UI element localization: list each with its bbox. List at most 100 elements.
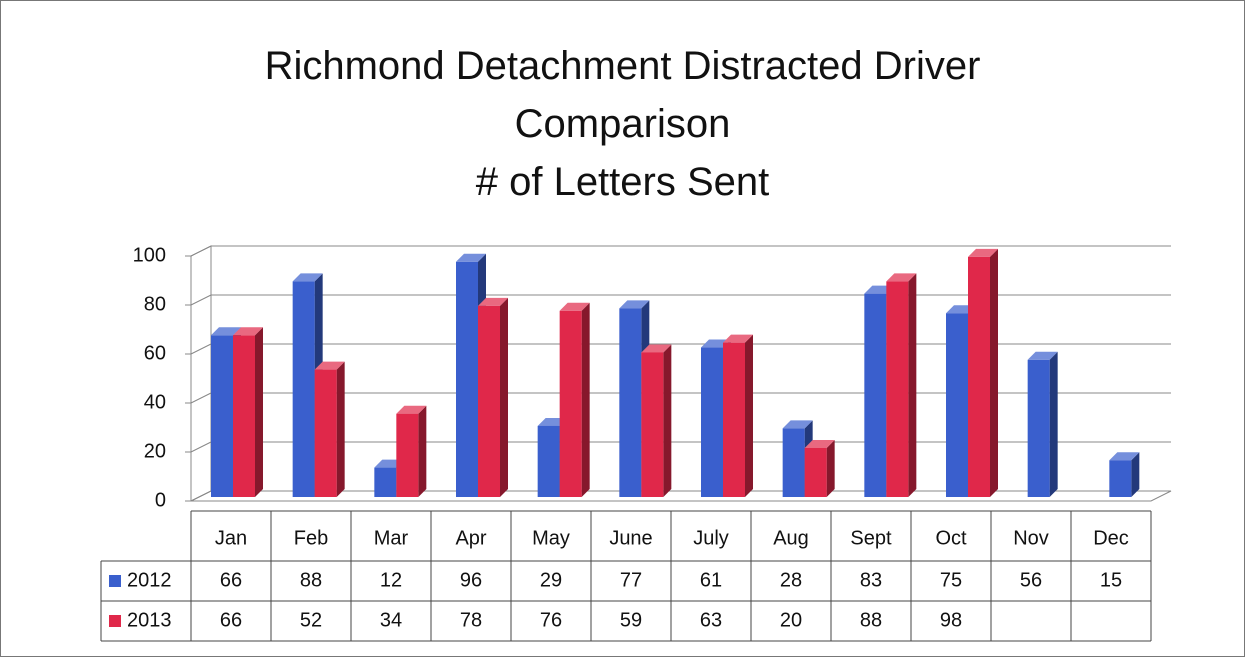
x-tick-label: Nov [1013,527,1049,549]
bar-top [1027,351,1058,360]
bar-side [255,327,263,497]
legend-label: 2012 [127,569,172,591]
bar [864,293,887,497]
grid-line-side [190,343,212,355]
bar [619,308,642,497]
bar-side [990,248,998,497]
bar [559,310,582,497]
back-wall-edge [190,245,212,501]
x-tick-label: Jan [215,527,247,549]
bar-side [500,297,508,497]
x-tick-label: June [609,527,652,549]
bar-top [396,405,427,414]
data-table-value: 77 [620,569,642,591]
grid-line-side [190,441,212,453]
bar-top [559,302,590,311]
bar [233,335,255,497]
bar-top [456,253,486,262]
bar-side [581,302,590,497]
bar [701,347,723,497]
bar [804,448,827,497]
bar [396,413,419,497]
y-tick-label: 20 [144,440,166,462]
chart-title-block: Richmond Detachment Distracted Driver Co… [1,37,1244,211]
bar [782,428,805,497]
x-tick-label: May [532,527,570,549]
bar [292,281,315,497]
x-tick-label: Mar [374,527,409,549]
bar-side [336,361,345,497]
bar-top [619,300,650,309]
data-table-value: 63 [700,609,722,631]
data-table-value: 61 [700,569,722,591]
data-table-value: 59 [620,609,642,631]
data-table-value: 78 [460,609,482,631]
bar [1027,359,1050,497]
bar [886,281,909,497]
data-table-value: 75 [940,569,962,591]
bar-side [663,344,672,497]
x-tick-label: Dec [1093,527,1129,549]
bar-top [1109,452,1140,461]
bar-top [641,344,672,353]
bar-top [292,273,323,282]
y-tick-label: 0 [155,489,166,511]
bar-top [804,440,835,448]
data-table-value: 28 [780,569,802,591]
grid-line-side [190,294,212,306]
x-tick-label: July [693,527,729,549]
x-tick-label: Apr [455,527,486,549]
x-tick-label: Feb [294,527,328,549]
bar [968,256,990,497]
data-table-value: 66 [220,569,242,591]
data-table-value: 29 [540,569,562,591]
bar [946,313,968,497]
bar-side [418,405,427,497]
bar [723,342,745,497]
data-table-value: 66 [220,609,242,631]
bar-top [233,327,263,336]
bar [374,467,397,497]
x-tick-label: Sept [850,527,892,549]
bar [314,369,337,497]
bar [211,335,233,497]
y-tick-label: 40 [144,391,166,413]
y-tick-label: 80 [144,293,166,315]
grid-line-side [190,245,212,257]
data-table-value: 34 [380,609,402,631]
grid-line-side [190,490,212,502]
bar-top [314,361,345,370]
y-tick-label: 100 [133,244,166,266]
data-table-value: 96 [460,569,482,591]
chart-subtitle: # of Letters Sent [475,160,770,204]
bar-top [886,273,917,282]
data-table-value: 56 [1020,569,1042,591]
bar-top [478,297,508,306]
bar [478,305,500,497]
bar-top [968,248,998,257]
bar [456,261,478,497]
data-table-value: 76 [540,609,562,631]
y-tick-label: 60 [144,342,166,364]
bar-side [745,334,753,497]
chart-title: Richmond Detachment Distracted Driver Co… [264,44,981,146]
legend-swatch [109,575,121,587]
bar-side [1131,452,1140,497]
bar-side [826,440,835,497]
bar [1109,460,1132,497]
data-table-value: 12 [380,569,402,591]
data-table-value: 15 [1100,569,1122,591]
data-table-value: 88 [300,569,322,591]
data-table-value: 98 [940,609,962,631]
legend-swatch [109,615,121,627]
bar-top [211,327,241,336]
x-tick-label: Oct [935,527,967,549]
bar-side [1049,351,1058,497]
data-table-value: 52 [300,609,322,631]
bar-side [908,273,917,497]
bar-top [723,334,753,343]
grid-line-side [190,392,212,404]
bar [537,425,560,497]
